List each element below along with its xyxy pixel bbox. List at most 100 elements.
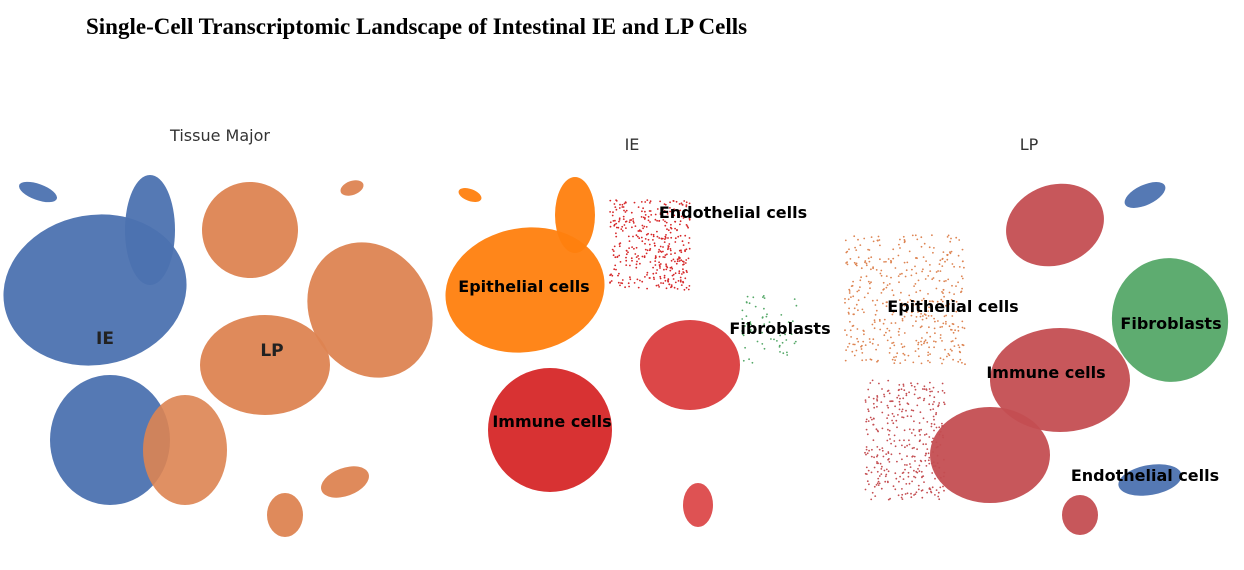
ie-fibroblast-points-point — [761, 317, 764, 319]
lp-epithelial-points-point — [852, 280, 854, 283]
ie-endothelial-points-point — [662, 256, 665, 258]
lp-epithelial-points-point — [942, 322, 945, 325]
ie-endothelial-points-point — [644, 210, 646, 213]
lp-epithelial-points-point — [922, 315, 924, 317]
ie-fibroblast-points-point — [746, 322, 748, 325]
lp-immune-left-points-point — [898, 400, 901, 403]
lp-epithelial-points-point — [924, 278, 927, 280]
lp-immune-left-points-point — [903, 389, 906, 392]
lp-immune-left-points-point — [893, 440, 896, 442]
lp-epithelial-points-point — [939, 334, 942, 336]
lp-immune-left-points-point — [877, 484, 880, 486]
lp-epithelial-points-point — [904, 275, 907, 278]
lp-epithelial-points-point — [856, 290, 859, 293]
lp-immune-left-points-point — [913, 393, 916, 396]
ie-fibroblast-points-point — [793, 342, 796, 345]
lp-epithelial-points-point — [853, 354, 856, 357]
lp-cluster-right — [307, 242, 433, 378]
lp-immune-left-points-point — [881, 411, 884, 414]
lp-immune-left-points-point — [897, 494, 900, 497]
ie-endothelial-points-point — [681, 203, 684, 206]
ie-endothelial-points-point — [663, 203, 666, 206]
lp-epithelial-points-point — [898, 334, 900, 336]
lp-epithelial-points-point — [916, 238, 919, 241]
lp-immune-left-points-point — [905, 394, 908, 397]
lp-epithelial-points-point — [886, 327, 889, 330]
lp-immune-left-points-point — [876, 446, 879, 448]
lp-epithelial-points-point — [865, 275, 868, 278]
ie-endothelial-points-point — [634, 253, 637, 255]
ie-endothelial-points-point — [685, 248, 688, 251]
lp-epithelial-points-point — [952, 331, 955, 334]
ie-endothelial-points-point — [610, 273, 612, 276]
lp-epithelial-points-point — [871, 342, 874, 345]
lp-epithelial-points-point — [902, 235, 905, 238]
ie-endothelial-points-point — [655, 272, 658, 274]
ie-endothelial-points-point — [641, 255, 644, 258]
lp-immune-left-points-point — [897, 394, 900, 397]
lp-epithelial-points-point — [882, 322, 885, 325]
lp-epithelial-points-point — [933, 247, 935, 249]
ie-endothelial-points-point — [613, 268, 616, 271]
lp-epithelial-points-point — [846, 261, 848, 263]
lp-immune-left-points-point — [904, 464, 906, 466]
lp-immune-left-points-point — [923, 385, 926, 388]
lp-immune-left-points-point — [926, 421, 929, 423]
ie-endothelial-points-point — [609, 281, 612, 284]
lp-immune-left-points-point — [908, 439, 910, 442]
lp-epithelial-points — [844, 234, 966, 366]
ie-endothelial-points-point — [658, 237, 661, 239]
ie-endothelial-points-point — [636, 235, 639, 238]
lp-immune-left-points-point — [904, 468, 906, 471]
lp-immune-left-points-point — [918, 430, 921, 433]
lp-epithelial-points-point — [891, 289, 894, 292]
lp-immune-left-points-point — [931, 390, 933, 393]
ie-fibroblast-points-point — [779, 351, 781, 353]
lp-immune-left-points-point — [939, 444, 942, 446]
ie-endothelial-points-point — [623, 202, 626, 205]
lp-immune-left-points-point — [914, 434, 916, 437]
lp-epithelial-points-point — [920, 245, 923, 248]
lp-epithelial-points-point — [952, 358, 954, 361]
lp-epithelial-points-point — [846, 263, 849, 266]
lp-immune-left-points-point — [894, 472, 897, 475]
panel-ie: IE Epithelial cells Immune cells Endotheli… — [445, 135, 831, 527]
lp-epithelial-points-point — [849, 320, 851, 323]
ie-endothelial-points-point — [688, 285, 691, 287]
label-lp-fibroblasts: Fibroblasts — [1120, 314, 1221, 333]
ie-fibroblast-points-point — [742, 334, 745, 337]
ie-endothelial-points-point — [615, 268, 617, 271]
lp-immune-left-points-point — [884, 480, 887, 483]
lp-immune-left-points-point — [869, 382, 872, 384]
lp-immune-left-points-point — [910, 432, 913, 434]
lp-immune-left-points-point — [937, 495, 940, 498]
ie-endothelial-points-point — [642, 227, 644, 230]
lp-epithelial-points-point — [942, 292, 944, 294]
lp-epithelial-points-point — [864, 344, 867, 346]
ie-endothelial-points-point — [627, 251, 629, 254]
lp-epithelial-points-point — [885, 305, 888, 308]
ie-endothelial-points-point — [682, 271, 685, 273]
lp-immune-lower — [930, 407, 1050, 503]
lp-epithelial-points-point — [875, 309, 878, 312]
lp-epithelial-points-point — [896, 352, 899, 355]
ie-endothelial-points-point — [681, 273, 683, 275]
lp-epithelial-points-point — [892, 257, 895, 260]
lp-epithelial-points-point — [958, 346, 961, 349]
lp-epithelial-points-point — [952, 303, 954, 306]
lp-cluster-small-top — [340, 180, 364, 196]
ie-endothelial-points-point — [636, 278, 639, 281]
lp-immune-left-points — [864, 379, 946, 501]
lp-immune-left-points-point — [897, 414, 899, 416]
ie-endothelial-points-point — [638, 237, 641, 240]
lp-epithelial-points-point — [954, 337, 957, 340]
lp-immune-left-points-point — [928, 456, 931, 459]
lp-epithelial-points-point — [895, 355, 897, 358]
ie-points — [445, 177, 798, 527]
lp-immune-left-points-point — [921, 475, 924, 478]
lp-immune-left-points-point — [936, 462, 939, 464]
ie-endothelial-points-point — [674, 281, 677, 284]
ie-endothelial-points-point — [612, 254, 615, 257]
lp-epithelial-points-point — [922, 268, 924, 271]
ie-endothelial-points-point — [641, 240, 644, 243]
